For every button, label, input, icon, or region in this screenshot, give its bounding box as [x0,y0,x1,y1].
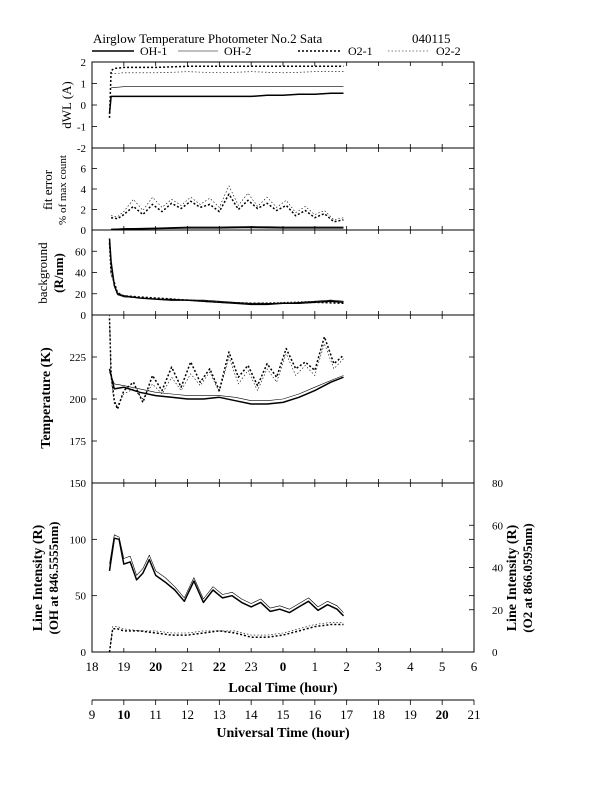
series-o2-2-panel-3 [109,244,344,304]
xtick-label-ut: 18 [372,707,385,722]
series-o2-2-panel-2 [111,185,344,221]
xtick-label-local: 20 [149,659,162,674]
series-o2-1-panel-1 [108,65,344,118]
xtick-label-local: 19 [117,659,130,674]
series-o2-2-panel-4 [109,314,344,407]
legend: OH-1 OH-2 O2-1 O2-2 [92,44,461,58]
series-oh-1-panel-3 [108,238,344,306]
series-oh-1-panel-5 [108,537,345,617]
ytick-label: -1 [77,122,86,134]
figure-title: Airglow Temperature Photometer No.2 Sata [93,31,323,46]
xtick-label-local: 1 [312,659,319,674]
ytick-label: 200 [70,394,87,406]
series-o2-1-panel-5 [108,623,344,653]
ytick-label: -2 [77,143,86,155]
xtick-label-local: 23 [245,659,258,674]
ytick-label: 1 [81,79,87,91]
ytick-label: 225 [70,352,87,364]
panel-dwl-frame [91,61,475,149]
xtick-label-local: 2 [343,659,350,674]
ylabel-intensity-right: Line Intensity (R) [505,524,520,631]
xtick-label-local: 4 [407,659,414,674]
ytick-label-right: 80 [492,478,504,490]
panel-intensity-frame [91,482,475,653]
series-o2-1-panel-4 [108,318,344,410]
date-code: 040115 [412,31,451,46]
ytick-label: 0 [81,647,87,659]
panel-background-frame [91,229,475,316]
ylabel-dwl: dWL (A) [59,81,74,129]
xtick-label-local: 6 [471,659,478,674]
xlabel-universal-time: Universal Time (hour) [216,726,350,741]
series-oh-2-panel-1 [111,86,344,89]
ytick-label: 2 [81,205,87,217]
series-oh-2-panel-3 [109,240,344,304]
series-o2-1-panel-3 [108,242,344,305]
xtick-label-ut: 14 [245,707,259,722]
xtick-label-ut: 12 [181,707,194,722]
ylabel-fiterror-unit: % of max count [57,155,69,225]
axis-ticks: 210-1-2642060402002252001751501005008060… [70,57,504,722]
xlabel-local-time: Local Time (hour) [228,681,337,696]
ytick-label: 60 [75,246,87,258]
ylabel-intensity: Line Intensity (R) [31,524,46,631]
xtick-label-ut: 21 [468,707,481,722]
legend-label-oh2: OH-2 [224,44,251,58]
ytick-label: 0 [81,100,87,112]
series-oh-2-panel-4 [109,371,344,402]
ytick-label-right: 40 [492,563,504,575]
xtick-label-ut: 20 [436,707,449,722]
xtick-label-local: 21 [181,659,194,674]
series-o2-1-panel-2 [110,193,344,223]
series-o2-2-panel-5 [109,622,344,653]
ytick-label-right: 20 [492,605,504,617]
xtick-label-ut: 19 [404,707,417,722]
legend-label-oh1: OH-1 [140,44,167,58]
series-oh-2-panel-2 [111,226,344,230]
xtick-label-ut: 17 [340,707,354,722]
series-o2-2-panel-1 [111,71,344,75]
ylabel-background: background [35,242,50,304]
ytick-label: 4 [81,184,87,196]
ylabel-fiterror: fit error [40,169,55,210]
ytick-label-right: 60 [492,520,504,532]
xtick-label-local: 22 [213,659,226,674]
xtick-label-ut: 9 [89,707,96,722]
series-oh-1-panel-4 [108,368,344,405]
ytick-label: 175 [70,436,87,448]
xtick-label-ut: 10 [117,707,130,722]
ytick-label: 100 [70,534,87,546]
xtick-label-local: 18 [86,659,99,674]
legend-label-o22: O2-2 [436,44,461,58]
xtick-label-local: 0 [280,659,287,674]
xtick-label-local: 3 [375,659,382,674]
ytick-label: 0 [81,310,87,322]
ylabel-intensity-unit: (OH at 846.5555nm) [46,521,61,634]
series-oh-1-panel-2 [111,226,344,231]
xtick-label-ut: 15 [277,707,290,722]
legend-label-o21: O2-1 [348,44,373,58]
ylabel-temperature: Temperature (K) [39,347,54,449]
ytick-label: 40 [75,268,87,280]
panel-fiterror-frame [91,147,475,231]
xtick-label-ut: 16 [308,707,322,722]
plot-lines [108,65,345,653]
ytick-label: 50 [75,591,87,603]
xtick-label-local: 5 [439,659,446,674]
ytick-label: 20 [75,289,87,301]
xtick-label-ut: 13 [213,707,226,722]
series-oh-2-panel-5 [109,534,344,613]
ytick-label-right: 0 [492,647,498,659]
ytick-label: 6 [81,164,87,176]
ytick-label: 150 [70,478,87,490]
ytick-label: 2 [81,57,87,69]
series-oh-1-panel-1 [108,92,344,114]
ylabel-background-unit: (R/nm) [51,253,66,293]
xtick-label-ut: 11 [149,707,162,722]
ytick-label: 0 [81,225,87,237]
ylabel-intensity-right-unit: (O2 at 866.0595nm) [520,523,535,632]
